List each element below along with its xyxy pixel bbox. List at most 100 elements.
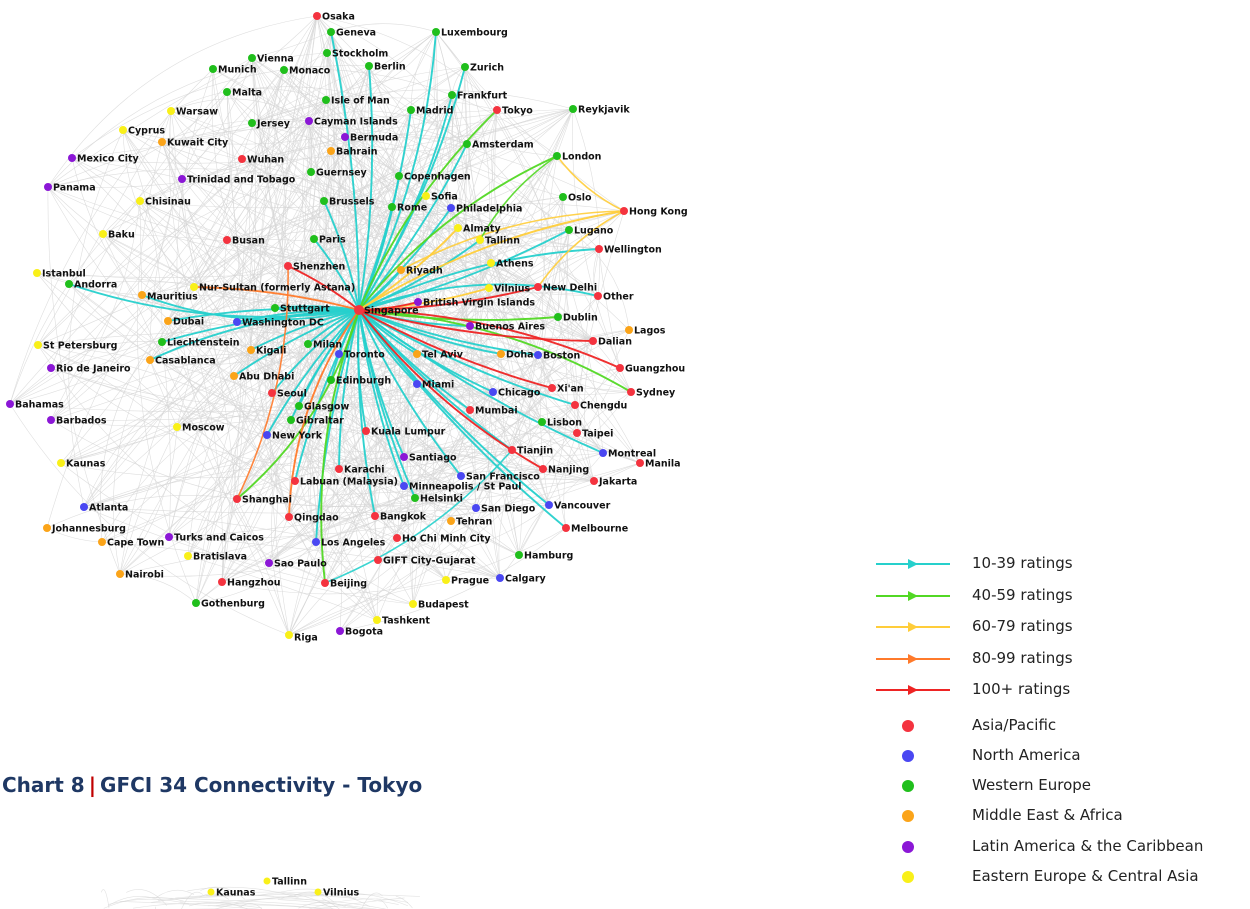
city-label: Toronto bbox=[344, 350, 385, 361]
hub-edge bbox=[358, 309, 553, 389]
city-dot bbox=[457, 472, 465, 480]
background-edge bbox=[119, 248, 600, 575]
city-dot bbox=[538, 418, 546, 426]
edge bbox=[324, 449, 513, 584]
background-edge bbox=[60, 52, 328, 464]
city-node: Malta bbox=[223, 88, 262, 99]
edge bbox=[400, 210, 625, 271]
background-edge bbox=[50, 200, 141, 421]
hub-edge bbox=[338, 309, 360, 470]
background-edge bbox=[315, 108, 574, 543]
background-edge bbox=[47, 150, 332, 189]
city-label: Turks and Caicos bbox=[174, 533, 264, 544]
city-label: Jakarta bbox=[598, 477, 637, 488]
background-edge bbox=[271, 292, 599, 394]
legend-region-item: Latin America & the Caribbean bbox=[870, 833, 1250, 863]
hub-edge bbox=[358, 309, 544, 470]
background-edge bbox=[220, 898, 387, 909]
city-label: Brussels bbox=[329, 197, 375, 208]
legend-region-label: Latin America & the Caribbean bbox=[972, 836, 1204, 855]
hub-edge bbox=[358, 309, 502, 355]
background-edge bbox=[236, 480, 595, 500]
background-edge bbox=[268, 562, 326, 584]
city-label: Mexico City bbox=[77, 154, 140, 165]
legend-arrow-icon bbox=[876, 590, 950, 601]
city-dot bbox=[291, 477, 299, 485]
city-dot bbox=[472, 504, 480, 512]
city-node: Isle of Man bbox=[322, 96, 390, 107]
city-node: Cayman Islands bbox=[305, 117, 398, 128]
background-edge bbox=[83, 504, 550, 514]
city-dot bbox=[209, 65, 217, 73]
background-edge bbox=[9, 68, 214, 405]
background-edge bbox=[432, 262, 492, 581]
city-dot bbox=[190, 283, 198, 291]
hub-edge bbox=[358, 109, 498, 311]
title-separator: | bbox=[88, 773, 97, 797]
city-node: Vancouver bbox=[545, 501, 611, 512]
city-node: Frankfurt bbox=[448, 91, 508, 102]
background-edge bbox=[108, 895, 160, 906]
city-dot bbox=[80, 503, 88, 511]
background-edge bbox=[195, 541, 317, 604]
background-edge bbox=[251, 31, 332, 59]
city-node: Bahamas bbox=[6, 400, 64, 411]
background-edge bbox=[119, 426, 178, 575]
city-node: Rio de Janeiro bbox=[47, 364, 131, 375]
city-dot bbox=[158, 138, 166, 146]
city-dot bbox=[295, 402, 303, 410]
city-label: Geneva bbox=[336, 28, 376, 39]
hub-edge bbox=[358, 309, 513, 451]
city-label: Athens bbox=[496, 259, 534, 270]
city-node: Johannesburg bbox=[43, 524, 126, 535]
city-node: Tehran bbox=[447, 517, 493, 528]
background-edge bbox=[50, 367, 367, 432]
city-node: Madrid bbox=[407, 106, 453, 117]
city-node: Cape Town bbox=[98, 538, 164, 549]
background-edge bbox=[170, 88, 327, 112]
background-edge bbox=[37, 344, 501, 579]
city-dot bbox=[548, 384, 556, 392]
background-edge bbox=[288, 343, 335, 636]
city-label: Prague bbox=[451, 576, 489, 587]
background-edge bbox=[316, 15, 558, 157]
city-dot bbox=[47, 364, 55, 372]
background-edge bbox=[249, 69, 285, 351]
city-dot bbox=[287, 416, 295, 424]
background-edge bbox=[374, 462, 641, 518]
legend-region-dot bbox=[902, 719, 914, 732]
city-label: San Diego bbox=[481, 504, 536, 515]
city-label: Melbourne bbox=[571, 524, 628, 535]
background-edge bbox=[542, 155, 567, 529]
city-node: Nur-Sultan (formerly Astana) bbox=[190, 283, 355, 294]
background-edge bbox=[9, 227, 459, 405]
legend-region-label: Asia/Pacific bbox=[972, 715, 1057, 734]
legend-region-item: Asia/Pacific bbox=[870, 712, 1250, 742]
city-label: Bratislava bbox=[193, 552, 247, 563]
city-dot bbox=[119, 126, 127, 134]
legend-band-label: 60-79 ratings bbox=[972, 617, 1073, 635]
city-nodes: Osaka Geneva Luxembourg Vienna Stockholm Muni… bbox=[6, 12, 688, 644]
city-dot bbox=[167, 107, 175, 115]
background-edge bbox=[221, 527, 567, 595]
city-dot bbox=[248, 119, 256, 127]
background-edge bbox=[511, 295, 599, 451]
next-chart-network-preview: Tallinn Kaunas Vilnius bbox=[100, 877, 420, 909]
background-edge bbox=[149, 343, 309, 366]
city-node: Seoul bbox=[268, 389, 307, 400]
city-node: London bbox=[553, 152, 602, 163]
background-edge bbox=[161, 141, 238, 500]
city-node: Reykjavik bbox=[569, 105, 630, 116]
background-edge bbox=[236, 449, 513, 500]
legend-region-dot bbox=[902, 780, 914, 793]
city-label: Mauritius bbox=[147, 292, 198, 303]
hub-edge bbox=[358, 309, 594, 342]
city-label: Oslo bbox=[568, 193, 592, 204]
city-label: Doha bbox=[506, 350, 534, 361]
city-label: Montreal bbox=[608, 449, 656, 460]
city-label: Helsinki bbox=[420, 494, 463, 505]
city-dot bbox=[233, 318, 241, 326]
city-label: Buenos Aires bbox=[475, 322, 545, 333]
background-edge bbox=[83, 196, 564, 508]
city-node: Tianjin bbox=[508, 446, 553, 457]
